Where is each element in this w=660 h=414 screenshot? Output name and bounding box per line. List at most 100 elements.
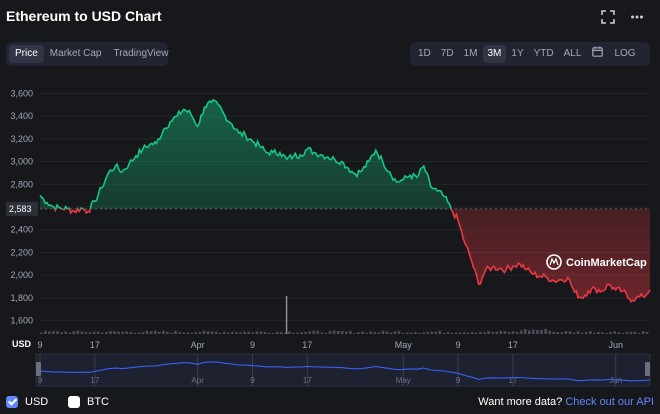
- currency-label: USD: [12, 339, 32, 349]
- volume-bar: [621, 332, 625, 334]
- volume-bar: [389, 332, 393, 334]
- btc-checkbox[interactable]: [68, 396, 80, 408]
- volume-bar: [597, 332, 600, 334]
- range-navigator[interactable]: 9 17 Apr 9 17 May 9 17 Jun: [35, 353, 651, 387]
- volume-bar: [206, 331, 210, 334]
- reference-label: 2,583: [6, 201, 38, 216]
- volume-bar: [56, 331, 59, 334]
- svg-text:CoinMarketCap: CoinMarketCap: [566, 257, 647, 269]
- range-3m-button[interactable]: 3M: [482, 45, 507, 63]
- range-ytd-button[interactable]: YTD: [533, 48, 554, 59]
- usd-toggle[interactable]: USD: [6, 396, 48, 408]
- volume-bar: [418, 332, 421, 334]
- volume-bar: [568, 331, 572, 334]
- tab-price[interactable]: Price: [9, 45, 44, 63]
- btc-label: BTC: [87, 396, 109, 408]
- volume-bar: [259, 331, 263, 334]
- range-1d-button[interactable]: 1D: [418, 48, 431, 59]
- btc-toggle[interactable]: BTC: [68, 396, 109, 408]
- x-tick-label: 17: [302, 340, 312, 350]
- volume-bars: [40, 296, 649, 334]
- volume-bar: [406, 332, 409, 334]
- volume-bar: [532, 329, 535, 334]
- volume-bar: [72, 331, 76, 334]
- volume-bar: [593, 332, 596, 334]
- volume-bar: [105, 332, 108, 334]
- price-chart[interactable]: 3,6003,4003,2003,0002,8002,6002,4002,200…: [0, 0, 660, 390]
- volume-bar: [263, 331, 267, 334]
- volume-bar: [483, 332, 486, 334]
- volume-bar: [528, 330, 531, 334]
- api-link[interactable]: Check out our API: [565, 396, 654, 408]
- volume-bar: [503, 331, 507, 334]
- x-tick-label: 9: [456, 340, 461, 350]
- tab-market-cap[interactable]: Market Cap: [49, 48, 102, 59]
- volume-bar: [279, 331, 283, 334]
- volume-bar: [218, 332, 222, 334]
- volume-bar: [613, 331, 616, 334]
- volume-bar: [166, 331, 169, 334]
- range-1m-button[interactable]: 1M: [463, 48, 478, 59]
- volume-bar: [576, 331, 580, 334]
- navigator-right-handle[interactable]: [645, 362, 650, 376]
- volume-bar: [369, 331, 372, 334]
- page-title: Ethereum to USD Chart: [6, 8, 162, 24]
- y-tick-label: 3,600: [10, 88, 33, 98]
- volume-bar: [446, 332, 450, 334]
- volume-bar: [210, 331, 214, 334]
- volume-bar: [227, 332, 230, 334]
- usd-checkbox[interactable]: [6, 396, 18, 408]
- x-tick-label: Apr: [191, 340, 205, 350]
- volume-bar: [605, 333, 608, 334]
- more-options-icon[interactable]: [628, 10, 646, 28]
- volume-bar: [312, 330, 316, 334]
- volume-bar: [487, 331, 490, 334]
- calendar-icon[interactable]: [586, 45, 609, 63]
- volume-bar: [401, 333, 405, 334]
- volume-bar: [101, 332, 104, 334]
- volume-bar: [422, 332, 425, 334]
- volume-bar: [64, 331, 67, 334]
- range-all-button[interactable]: ALL: [563, 48, 582, 59]
- volume-bar: [316, 330, 320, 334]
- volume-bar: [548, 330, 551, 334]
- volume-bar: [109, 330, 112, 334]
- volume-bar: [438, 330, 442, 334]
- volume-bar: [397, 331, 401, 334]
- fullscreen-icon[interactable]: [599, 10, 617, 28]
- volume-bar: [243, 331, 246, 334]
- volume-bar: [495, 331, 499, 334]
- area-above-reference: [40, 99, 452, 209]
- volume-bar: [308, 331, 311, 334]
- volume-bar: [174, 330, 177, 334]
- volume-bar: [170, 332, 173, 334]
- volume-bar: [645, 331, 649, 334]
- volume-bar: [381, 330, 385, 334]
- x-tick-label: Jun: [608, 340, 623, 350]
- volume-bar: [552, 331, 555, 334]
- svg-text:2,583: 2,583: [9, 204, 32, 214]
- range-1y-button[interactable]: 1Y: [511, 48, 524, 59]
- view-tabs: Price Market Cap TradingView: [6, 42, 169, 66]
- tab-tradingview[interactable]: TradingView: [113, 48, 169, 59]
- volume-bar: [247, 331, 250, 334]
- volume-bar: [129, 332, 133, 334]
- volume-bar: [434, 331, 438, 334]
- log-scale-button[interactable]: LOG: [614, 48, 636, 59]
- navigator-tick-label: 9: [456, 376, 461, 385]
- volume-bar: [288, 331, 291, 334]
- volume-bar: [540, 329, 543, 334]
- price-line-above: [39, 98, 452, 209]
- coinmarketcap-watermark: CoinMarketCap: [546, 254, 647, 270]
- volume-bar: [556, 332, 560, 334]
- y-tick-label: 1,800: [10, 293, 33, 303]
- volume-bar: [328, 330, 332, 334]
- volume-bar: [609, 331, 612, 334]
- y-tick-label: 2,000: [10, 270, 33, 280]
- range-7d-button[interactable]: 7D: [440, 48, 454, 59]
- volume-bar: [121, 331, 124, 334]
- volume-bar: [458, 332, 462, 334]
- navigator-line: [39, 361, 651, 382]
- volume-bar: [361, 331, 364, 334]
- navigator-left-handle[interactable]: [36, 362, 41, 376]
